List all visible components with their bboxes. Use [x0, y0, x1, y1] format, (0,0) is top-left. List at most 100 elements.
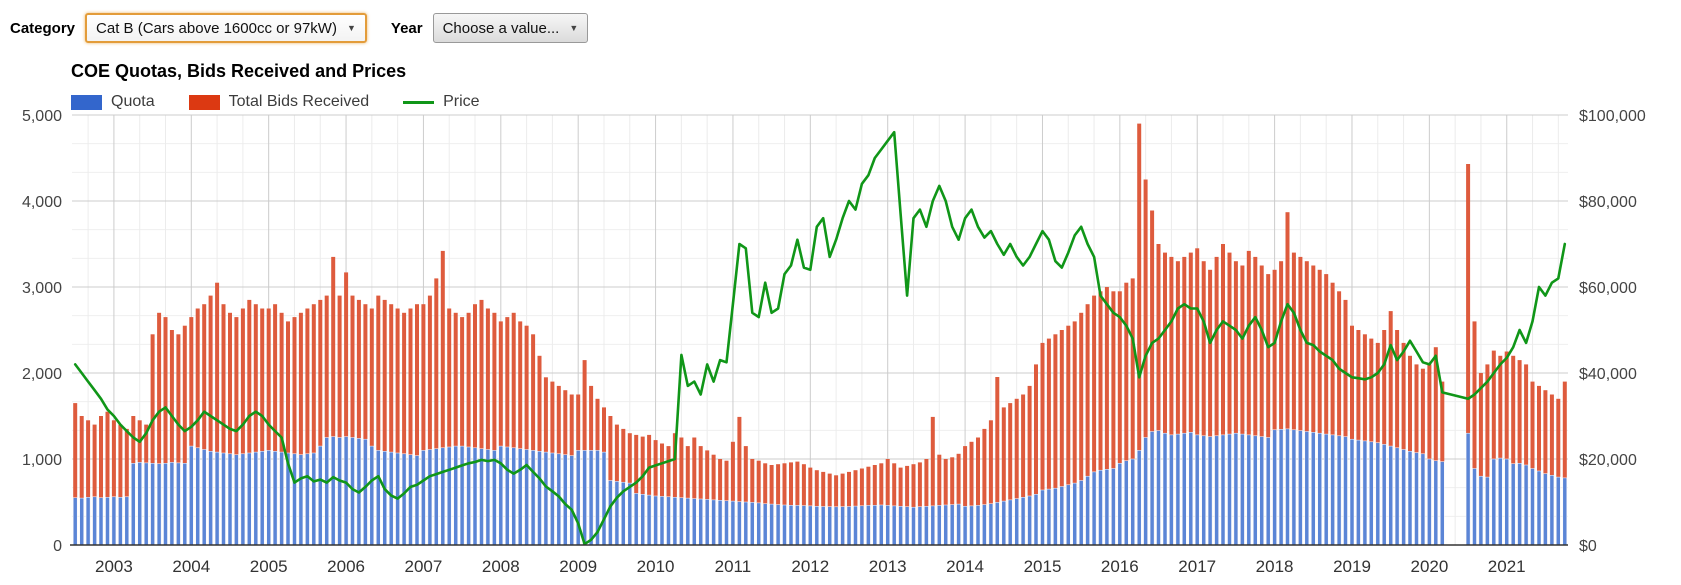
quota-bar[interactable]	[608, 480, 613, 546]
quota-bar[interactable]	[730, 500, 736, 546]
quota-bar[interactable]	[930, 505, 936, 546]
quota-bar[interactable]	[1078, 480, 1084, 546]
bids-bar[interactable]	[163, 317, 168, 545]
bids-bar[interactable]	[1021, 394, 1026, 546]
quota-bar[interactable]	[311, 452, 317, 546]
bids-bar[interactable]	[1240, 265, 1245, 546]
bids-bar[interactable]	[1350, 325, 1354, 545]
bids-bar[interactable]	[1034, 364, 1038, 545]
bids-bar[interactable]	[1104, 287, 1109, 545]
bids-bar[interactable]	[511, 312, 516, 545]
quota-bar[interactable]	[1124, 460, 1129, 546]
bids-bar[interactable]	[995, 377, 1000, 545]
quota-bar[interactable]	[279, 451, 284, 546]
quota-bar[interactable]	[808, 505, 813, 546]
bids-bar[interactable]	[479, 299, 484, 545]
bids-bar[interactable]	[737, 416, 742, 545]
quota-bar[interactable]	[1381, 444, 1387, 546]
bids-bar[interactable]	[1201, 261, 1206, 545]
quota-bar[interactable]	[891, 505, 897, 546]
quota-bar[interactable]	[711, 499, 716, 546]
quota-bar[interactable]	[1175, 433, 1181, 546]
bids-bar[interactable]	[1040, 342, 1045, 545]
quota-bar[interactable]	[924, 506, 929, 546]
quota-bar[interactable]	[305, 453, 310, 546]
quota-bar[interactable]	[169, 462, 175, 546]
bids-bar[interactable]	[1046, 338, 1051, 545]
bids-bar[interactable]	[653, 440, 658, 545]
quota-bar[interactable]	[1323, 433, 1329, 546]
bids-bar[interactable]	[640, 436, 645, 545]
quota-bar[interactable]	[485, 449, 491, 546]
quota-bar[interactable]	[1253, 435, 1258, 546]
bids-bar[interactable]	[1059, 330, 1064, 545]
quota-bar[interactable]	[453, 445, 458, 546]
quota-bar[interactable]	[1523, 464, 1529, 546]
quota-bar[interactable]	[1427, 458, 1432, 546]
quota-bar[interactable]	[234, 454, 239, 546]
quota-bar[interactable]	[330, 436, 336, 546]
bids-bar[interactable]	[976, 437, 980, 546]
quota-bar[interactable]	[1033, 494, 1039, 546]
bids-bar[interactable]	[1195, 248, 1200, 546]
quota-bar[interactable]	[1007, 499, 1013, 546]
bids-bar[interactable]	[182, 325, 187, 545]
quota-bar[interactable]	[92, 496, 97, 546]
quota-bar[interactable]	[1517, 463, 1522, 546]
quota-bar[interactable]	[1259, 436, 1264, 546]
bids-bar[interactable]	[1517, 360, 1522, 545]
quota-bar[interactable]	[659, 496, 665, 546]
quota-bar[interactable]	[550, 452, 555, 546]
quota-bar[interactable]	[163, 463, 168, 546]
bids-bar[interactable]	[1027, 385, 1032, 545]
quota-bar[interactable]	[582, 450, 587, 546]
bids-bar[interactable]	[692, 437, 697, 546]
quota-bar[interactable]	[1240, 433, 1245, 546]
quota-bar[interactable]	[1414, 452, 1419, 546]
bids-bar[interactable]	[1562, 381, 1567, 545]
bids-bar[interactable]	[395, 308, 400, 546]
quota-bar[interactable]	[672, 497, 678, 546]
bids-bar[interactable]	[1163, 252, 1167, 545]
quota-bar[interactable]	[601, 451, 607, 546]
quota-bar[interactable]	[756, 502, 761, 546]
quota-bar[interactable]	[866, 505, 871, 546]
quota-bar[interactable]	[105, 497, 110, 546]
quota-bar[interactable]	[517, 448, 523, 546]
bids-bar[interactable]	[492, 312, 497, 545]
bids-bar[interactable]	[79, 416, 84, 545]
bids-bar[interactable]	[253, 304, 258, 545]
bids-bar[interactable]	[524, 325, 529, 545]
bids-bar[interactable]	[111, 420, 116, 545]
quota-bar[interactable]	[737, 501, 742, 546]
bids-bar[interactable]	[1137, 123, 1142, 545]
quota-bar[interactable]	[653, 495, 658, 546]
quota-bar[interactable]	[318, 445, 323, 546]
quota-bar[interactable]	[750, 502, 755, 546]
quota-bar[interactable]	[1504, 458, 1509, 546]
quota-bar[interactable]	[1194, 434, 1200, 546]
bids-bar[interactable]	[298, 312, 303, 545]
quota-bar[interactable]	[1478, 475, 1484, 546]
quota-bar[interactable]	[814, 506, 820, 546]
quota-bar[interactable]	[1046, 488, 1052, 546]
quota-bar[interactable]	[692, 498, 697, 546]
bids-bar[interactable]	[1221, 244, 1225, 545]
bids-bar[interactable]	[698, 446, 703, 545]
bids-bar[interactable]	[518, 321, 523, 545]
quota-bar[interactable]	[195, 447, 200, 546]
quota-bar[interactable]	[414, 455, 420, 546]
quota-bar[interactable]	[511, 447, 516, 546]
quota-bar[interactable]	[1336, 435, 1342, 546]
bids-bar[interactable]	[660, 443, 664, 546]
bids-bar[interactable]	[1395, 330, 1400, 545]
quota-bar[interactable]	[640, 494, 645, 546]
bids-bar[interactable]	[305, 308, 310, 546]
quota-bar[interactable]	[1001, 500, 1007, 546]
bids-bar[interactable]	[801, 464, 806, 545]
quota-bar[interactable]	[1440, 461, 1445, 546]
bids-bar[interactable]	[1478, 373, 1483, 545]
quota-bar[interactable]	[795, 505, 800, 546]
bids-bar[interactable]	[440, 250, 445, 545]
quota-bar[interactable]	[537, 451, 542, 546]
